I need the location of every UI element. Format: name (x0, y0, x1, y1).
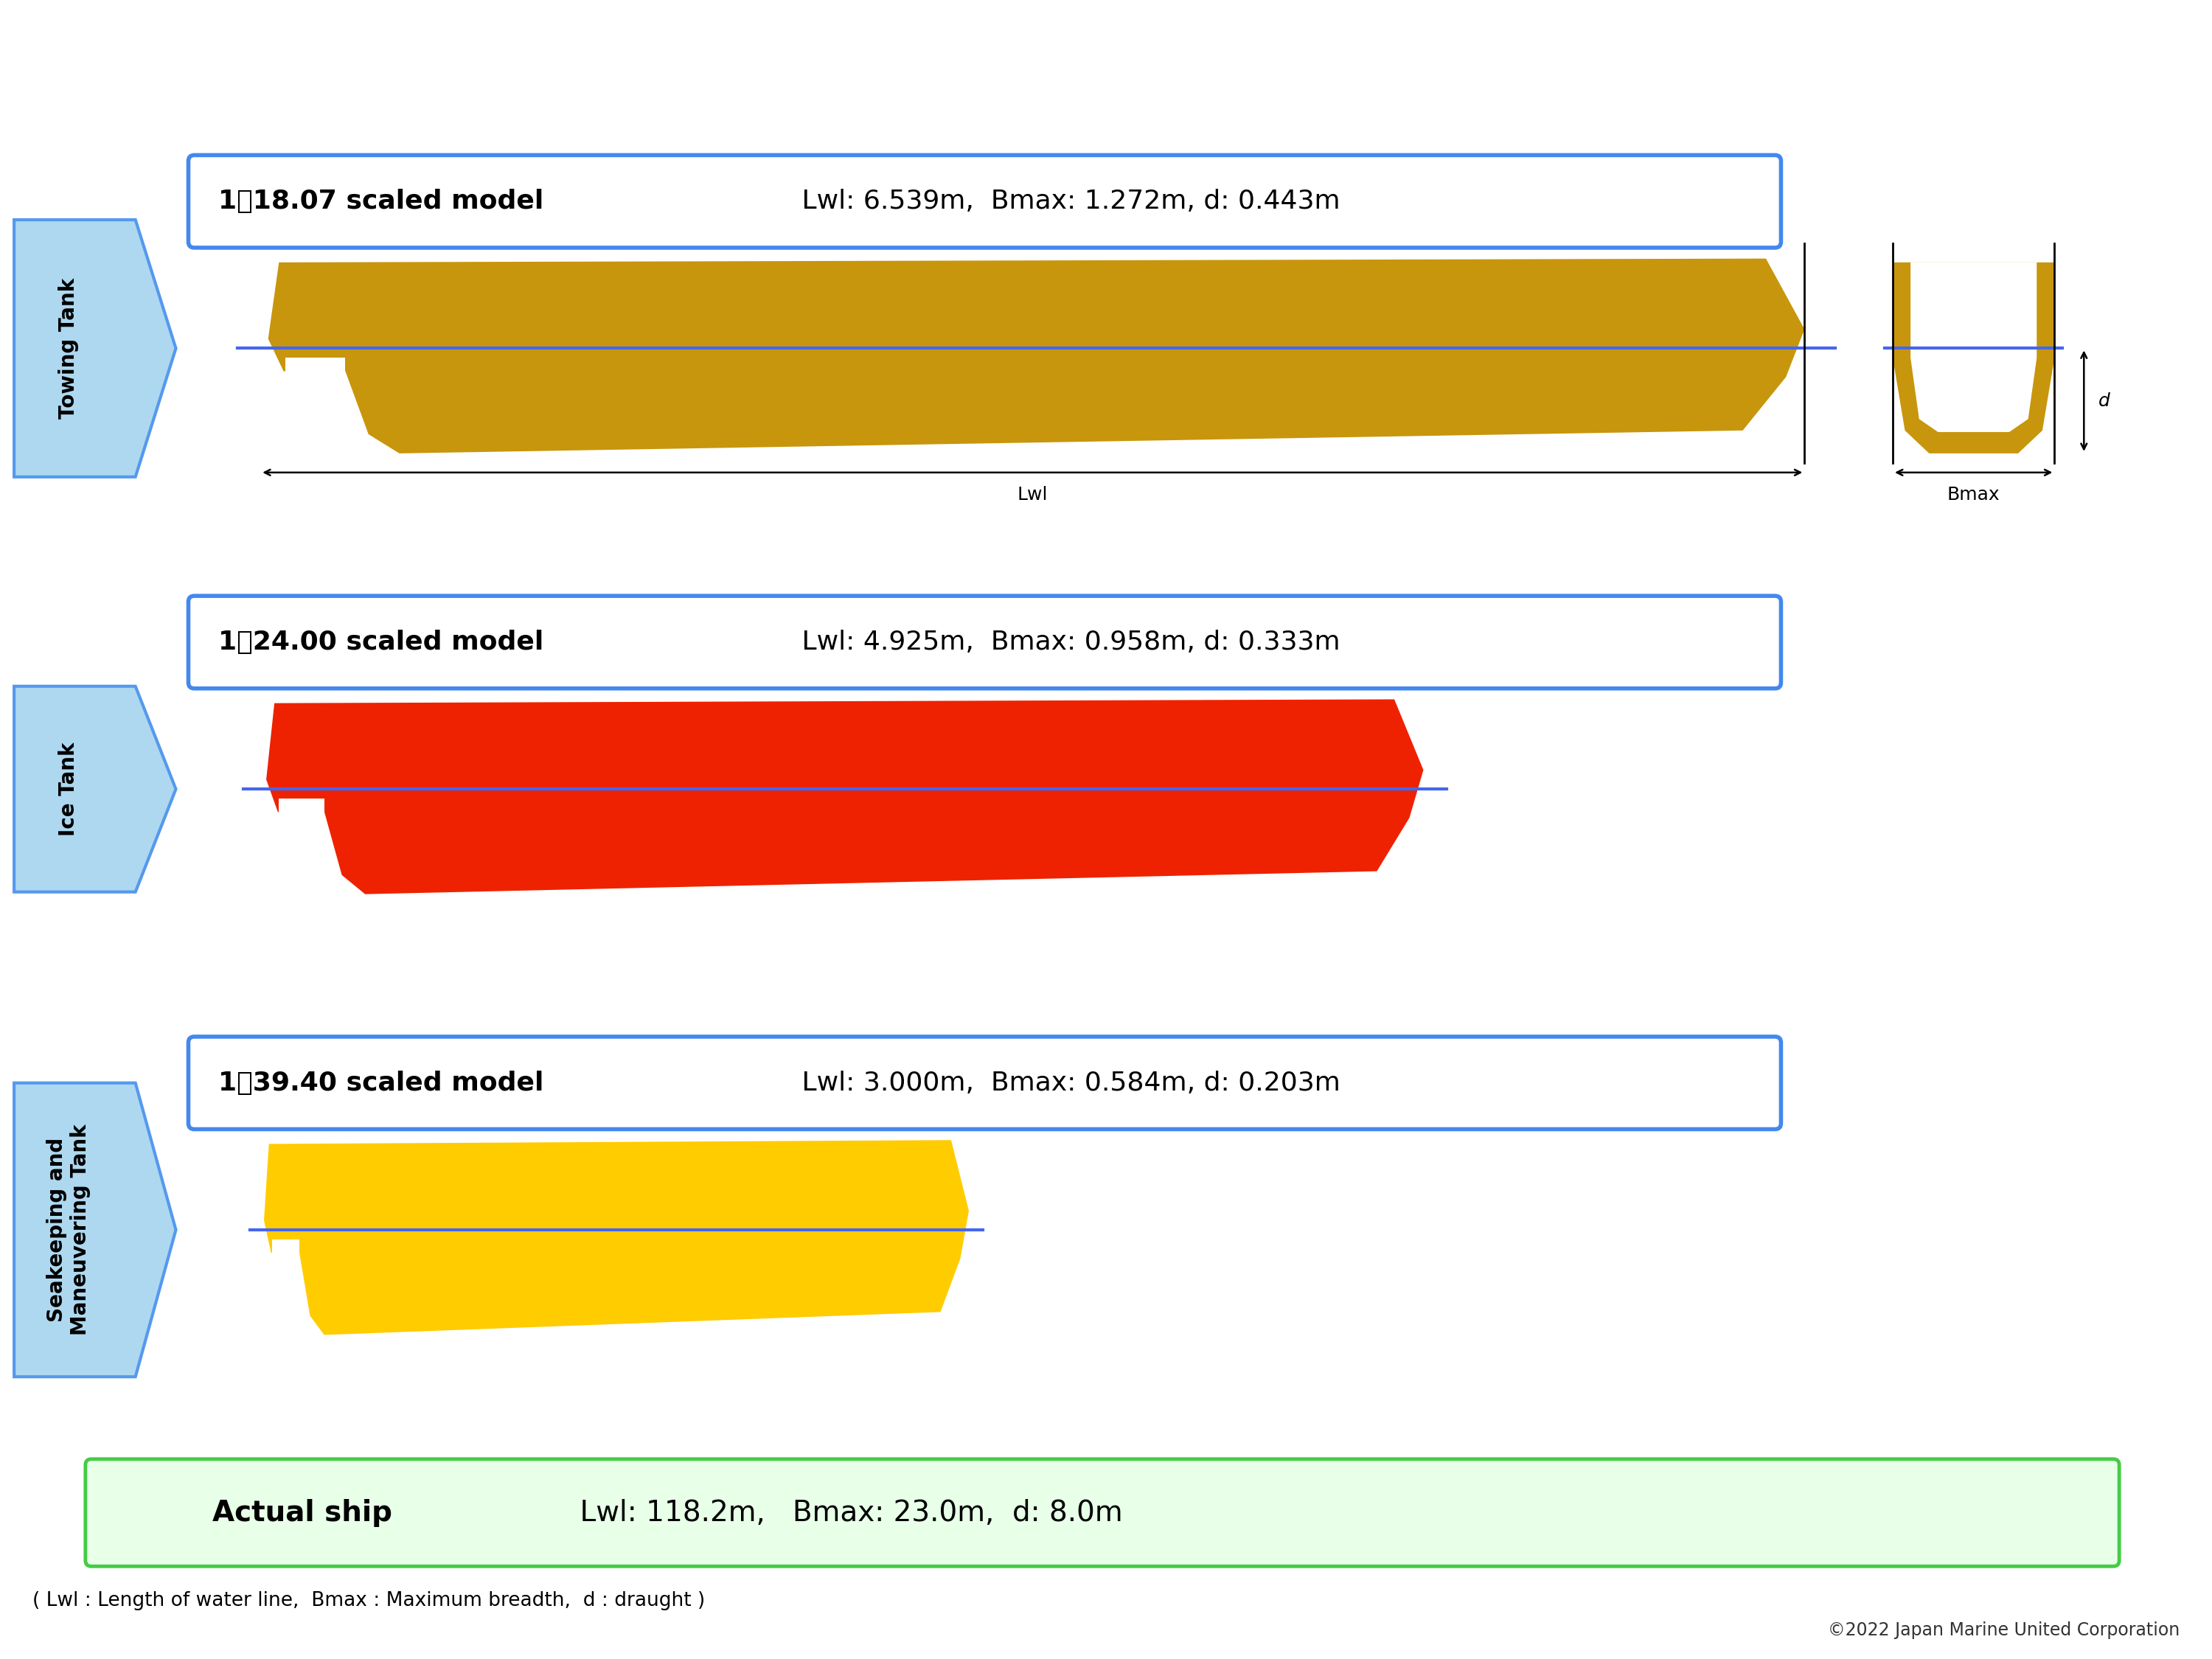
Polygon shape (265, 700, 1422, 894)
Text: Seakeeping and
Maneuvering Tank: Seakeeping and Maneuvering Tank (46, 1125, 91, 1335)
Polygon shape (285, 358, 345, 406)
Text: 1／24.00 scaled model: 1／24.00 scaled model (219, 630, 544, 655)
Polygon shape (268, 259, 1805, 453)
Polygon shape (1911, 262, 2037, 431)
FancyBboxPatch shape (86, 1458, 2119, 1566)
Text: Lwl: 3.000m,  Bmax: 0.584m, d: 0.203m: Lwl: 3.000m, Bmax: 0.584m, d: 0.203m (776, 1070, 1340, 1095)
Text: Ice Tank: Ice Tank (58, 742, 80, 836)
Text: Bmax: Bmax (1947, 486, 2000, 503)
Text: 1／39.40 scaled model: 1／39.40 scaled model (219, 1070, 544, 1095)
Text: Lwl: 118.2m,   Bmax: 23.0m,  d: 8.0m: Lwl: 118.2m, Bmax: 23.0m, d: 8.0m (544, 1498, 1124, 1526)
Text: Lwl: 6.539m,  Bmax: 1.272m, d: 0.443m: Lwl: 6.539m, Bmax: 1.272m, d: 0.443m (776, 189, 1340, 214)
Text: Actual ship: Actual ship (212, 1498, 392, 1526)
Polygon shape (279, 798, 325, 846)
Text: 1／18.07 scaled model: 1／18.07 scaled model (219, 189, 544, 214)
Text: Lwl: 4.925m,  Bmax: 0.958m, d: 0.333m: Lwl: 4.925m, Bmax: 0.958m, d: 0.333m (776, 630, 1340, 655)
FancyBboxPatch shape (188, 1037, 1781, 1130)
Polygon shape (263, 1140, 969, 1335)
Text: Lwl: Lwl (1018, 486, 1048, 503)
Polygon shape (272, 1239, 299, 1287)
Text: Towing Tank: Towing Tank (58, 277, 80, 418)
FancyBboxPatch shape (188, 156, 1781, 247)
Polygon shape (13, 687, 177, 893)
Polygon shape (13, 1083, 177, 1377)
FancyBboxPatch shape (188, 596, 1781, 688)
Polygon shape (1893, 262, 2055, 453)
Polygon shape (13, 219, 177, 476)
Text: d: d (2099, 392, 2110, 410)
Text: ( Lwl : Length of water line,  Bmax : Maximum breadth,  d : draught ): ( Lwl : Length of water line, Bmax : Max… (33, 1591, 706, 1611)
Text: ©2022 Japan Marine United Corporation: ©2022 Japan Marine United Corporation (1827, 1621, 2179, 1639)
